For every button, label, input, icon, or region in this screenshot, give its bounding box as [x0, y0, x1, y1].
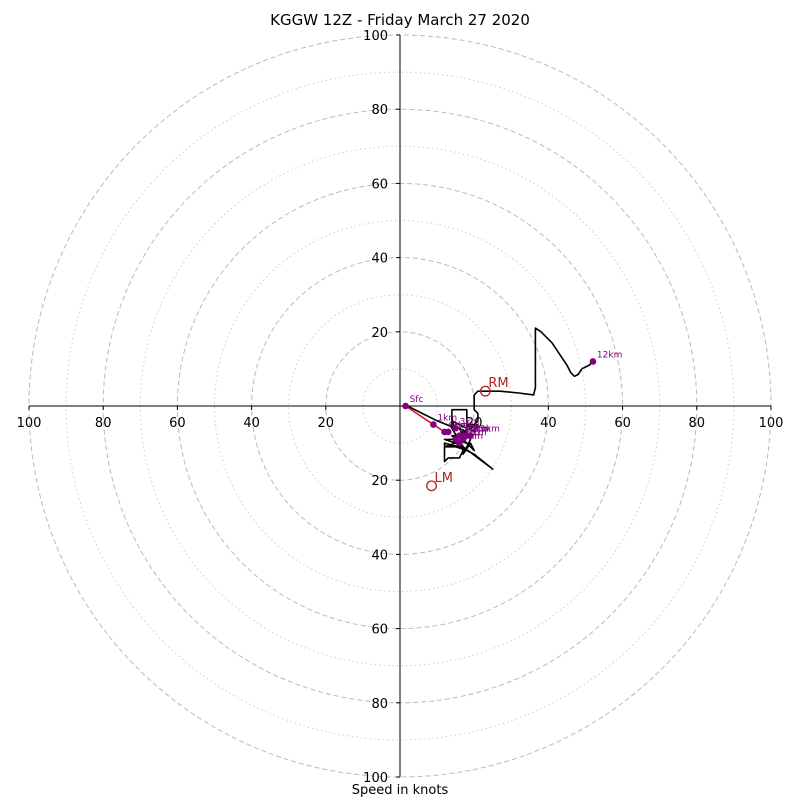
marker-label-6km: 6km [449, 421, 469, 431]
marker-9km [456, 439, 463, 447]
marker-Sfc [402, 402, 409, 410]
marker-label-10km: 10km [463, 425, 488, 435]
storm-motion-label-LM: LM [435, 471, 453, 486]
y-tick-label: 40 [371, 252, 388, 267]
marker-label-3km: 3km [460, 417, 480, 427]
marker-10km [456, 432, 463, 439]
marker-label-Sfc: Sfc [410, 395, 424, 405]
wind-trace [407, 327, 594, 470]
marker-6km [441, 428, 448, 436]
y-tick-label: 60 [371, 623, 388, 638]
marker-3km [452, 424, 459, 432]
y-tick-label: 20 [371, 326, 388, 341]
marker-label-2km: 2km [452, 421, 472, 431]
x-tick-label: 40 [540, 416, 557, 431]
storm-motion-label-RM: RM [488, 376, 508, 391]
shear-vector-line [405, 405, 445, 433]
axes [29, 35, 771, 777]
marker-12km [589, 358, 597, 365]
tick-labels: 100 80 60 40 20 20 40 60 80 100100806040202040608… [17, 29, 784, 786]
marker-label-4km: 4km [467, 425, 487, 435]
storm-motion-LM [426, 480, 437, 492]
y-tick-label: 100 [363, 771, 388, 786]
marker-label-7km: 7km [467, 428, 487, 438]
chart-title: KGGW 12Z - Friday March 27 2020 [270, 11, 530, 29]
y-tick-label: 60 [371, 177, 388, 192]
y-tick-label: 80 [371, 697, 388, 712]
marker-label-11km: 11km [474, 425, 499, 435]
marker-label-12km: 12km [597, 350, 622, 360]
marker-1km [430, 421, 437, 428]
marker-label-1km: 1km [437, 414, 457, 424]
storm-motion-markers: RM LM [426, 376, 509, 492]
storm-motion-RM [479, 385, 491, 397]
y-tick-label: 20 [371, 474, 388, 489]
x-tick-label: 40 [243, 416, 260, 431]
x-axis-label: Speed in knots [351, 783, 449, 798]
y-tick-label: 40 [371, 548, 388, 563]
x-tick-label: 80 [689, 416, 706, 431]
x-tick-label: 80 [95, 416, 112, 431]
x-tick-label: 60 [169, 416, 186, 431]
x-tick-label: 100 [17, 416, 42, 431]
y-tick-label: 100 [363, 29, 388, 44]
y-tick-label: 80 [371, 103, 388, 118]
marker-11km [467, 432, 474, 439]
x-tick-label: 100 [759, 416, 784, 431]
marker-label-8km: 8km [471, 425, 491, 435]
x-tick-label: 20 [318, 416, 335, 431]
x-tick-label: 60 [614, 416, 631, 431]
shear-line [405, 405, 445, 433]
hodograph-trace [407, 327, 594, 470]
height-markers: Sfc1km2km3km4km5km6km7km8km9km10km11km12… [402, 350, 622, 447]
